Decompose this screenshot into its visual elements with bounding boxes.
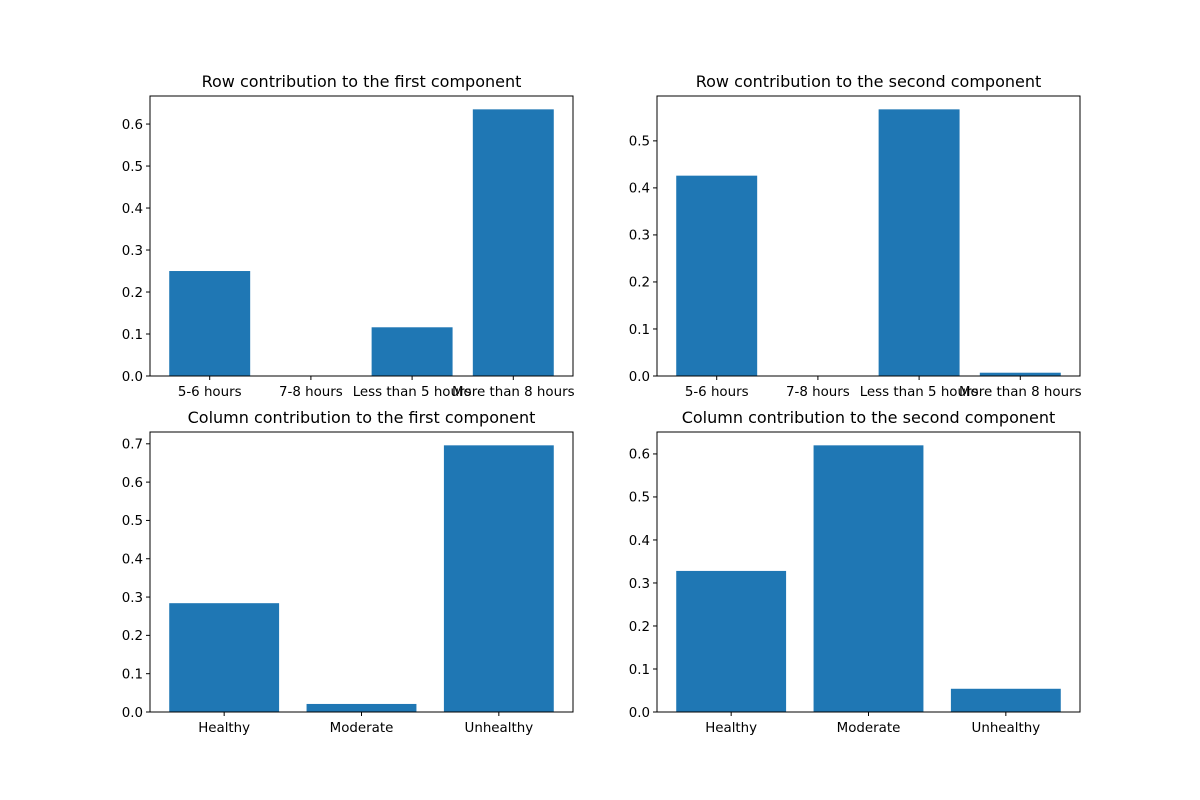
bar-3 — [979, 372, 1061, 376]
x-tick-label: Unhealthy — [465, 721, 534, 736]
y-tick-label: 0.6 — [122, 476, 143, 491]
axes-frame — [149, 95, 574, 377]
y-tick-label: 0.3 — [629, 229, 650, 244]
bar-1 — [813, 445, 924, 712]
chart-panel-2: Row contribution to the second component… — [629, 72, 1082, 400]
y-tick-label: 0.5 — [629, 135, 650, 150]
bar-1 — [306, 703, 417, 712]
bar-2 — [878, 109, 960, 377]
x-tick-label: Moderate — [837, 721, 901, 736]
bar-0 — [676, 175, 758, 376]
chart-panel-3: Column contribution to the first compone… — [122, 408, 574, 736]
y-tick-label: 0.6 — [629, 448, 650, 463]
chart-title: Column contribution to the first compone… — [188, 408, 536, 427]
bar-0 — [169, 271, 251, 376]
y-tick-label: 0.4 — [629, 534, 650, 549]
y-tick-label: 0.2 — [629, 620, 650, 635]
bar-2 — [950, 688, 1061, 712]
y-tick-label: 0.4 — [122, 553, 143, 568]
y-tick-label: 0.5 — [122, 160, 143, 175]
axes-frame — [149, 431, 574, 713]
y-tick-label: 0.0 — [629, 370, 650, 385]
y-tick-label: 0.3 — [122, 244, 143, 259]
chart-panel-1: Row contribution to the first component 0… — [122, 72, 575, 400]
y-tick-label: 0.1 — [629, 323, 650, 338]
y-tick-label: 0.1 — [122, 328, 143, 343]
y-tick-label: 0.2 — [629, 276, 650, 291]
bar-0 — [676, 570, 787, 712]
y-tick-label: 0.1 — [629, 663, 650, 678]
x-tick-label: Unhealthy — [972, 721, 1041, 736]
bar-0 — [169, 603, 280, 712]
y-tick-label: 0.4 — [122, 202, 143, 217]
bar-2 — [443, 445, 554, 712]
y-tick-label: 0.7 — [122, 438, 143, 453]
x-tick-label: Healthy — [705, 721, 757, 736]
axes-frame — [656, 95, 1081, 377]
x-tick-label: 5-6 hours — [178, 385, 242, 400]
y-tick-label: 0.5 — [629, 491, 650, 506]
bar-3 — [472, 109, 554, 376]
x-tick-label: More than 8 hours — [452, 385, 575, 400]
x-tick-label: Moderate — [330, 721, 394, 736]
x-tick-label: Healthy — [198, 721, 250, 736]
y-tick-label: 0.1 — [122, 667, 143, 682]
y-tick-label: 0.0 — [122, 370, 143, 385]
y-tick-label: 0.2 — [122, 629, 143, 644]
y-tick-label: 0.0 — [122, 706, 143, 721]
x-tick-label: 7-8 hours — [279, 385, 343, 400]
chart-title: Row contribution to the first component — [202, 72, 522, 91]
y-tick-label: 0.3 — [629, 577, 650, 592]
y-tick-label: 0.0 — [629, 706, 650, 721]
x-tick-label: Less than 5 hours — [860, 385, 979, 400]
chart-title: Row contribution to the second component — [696, 72, 1042, 91]
chart-panel-4: Column contribution to the second compon… — [629, 408, 1081, 736]
chart-title: Column contribution to the second compon… — [682, 408, 1056, 427]
y-tick-label: 0.2 — [122, 286, 143, 301]
x-tick-label: More than 8 hours — [959, 385, 1082, 400]
y-tick-label: 0.5 — [122, 514, 143, 529]
x-tick-label: 5-6 hours — [685, 385, 749, 400]
x-tick-label: Less than 5 hours — [353, 385, 472, 400]
y-tick-label: 0.6 — [122, 118, 143, 133]
y-tick-label: 0.3 — [122, 591, 143, 606]
bar-2 — [371, 327, 453, 376]
y-tick-label: 0.4 — [629, 182, 650, 197]
x-tick-label: 7-8 hours — [786, 385, 850, 400]
axes-frame — [656, 431, 1081, 713]
